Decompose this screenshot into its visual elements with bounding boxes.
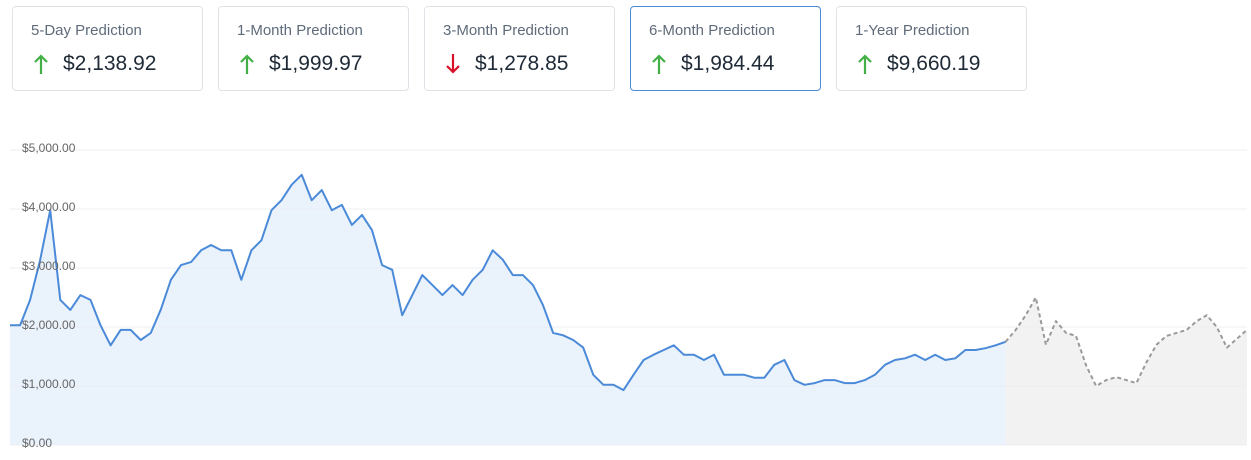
- y-tick-label: $1,000.00: [22, 377, 76, 391]
- card-label: 5-Day Prediction: [31, 22, 142, 39]
- arrow-path: [446, 54, 460, 74]
- series-line: [1004, 296, 1248, 387]
- arrow-path: [34, 54, 48, 74]
- direction-arrow: [34, 54, 48, 74]
- direction-arrow: [446, 54, 460, 74]
- prediction-card[interactable]: 1-Year Prediction $9,660.19: [836, 6, 1027, 91]
- prediction-card[interactable]: 3-Month Prediction $1,278.85: [424, 6, 615, 91]
- direction-arrow: [858, 54, 872, 74]
- arrow-path: [858, 54, 872, 74]
- prediction-card[interactable]: 6-Month Prediction $1,984.44: [630, 6, 821, 91]
- y-tick-label: $2,000.00: [22, 318, 76, 332]
- y-tick-label: $4,000.00: [22, 200, 76, 214]
- card-value: $9,660.19: [887, 52, 981, 75]
- series-line: [10, 173, 1006, 392]
- series-area: [1005, 297, 1247, 445]
- y-tick-label: $5,000.00: [22, 141, 76, 155]
- y-tick-label: $0.00: [22, 436, 52, 450]
- card-value: $1,984.44: [681, 52, 775, 75]
- card-label: 6-Month Prediction: [649, 22, 775, 39]
- card-label: 1-Month Prediction: [237, 22, 363, 39]
- direction-arrow: [652, 54, 666, 74]
- arrow-path: [240, 54, 254, 74]
- y-tick-label: $3,000.00: [22, 259, 76, 273]
- card-value: $1,999.97: [269, 52, 363, 75]
- card-label: 1-Year Prediction: [855, 22, 970, 39]
- card-label: 3-Month Prediction: [443, 22, 569, 39]
- arrow-path: [652, 54, 666, 74]
- prediction-card[interactable]: 5-Day Prediction $2,138.92: [12, 6, 203, 91]
- direction-arrow: [240, 54, 254, 74]
- card-value: $1,278.85: [475, 52, 569, 75]
- series-area: [10, 174, 1006, 446]
- prediction-card[interactable]: 1-Month Prediction $1,999.97: [218, 6, 409, 91]
- card-value: $2,138.92: [63, 52, 157, 75]
